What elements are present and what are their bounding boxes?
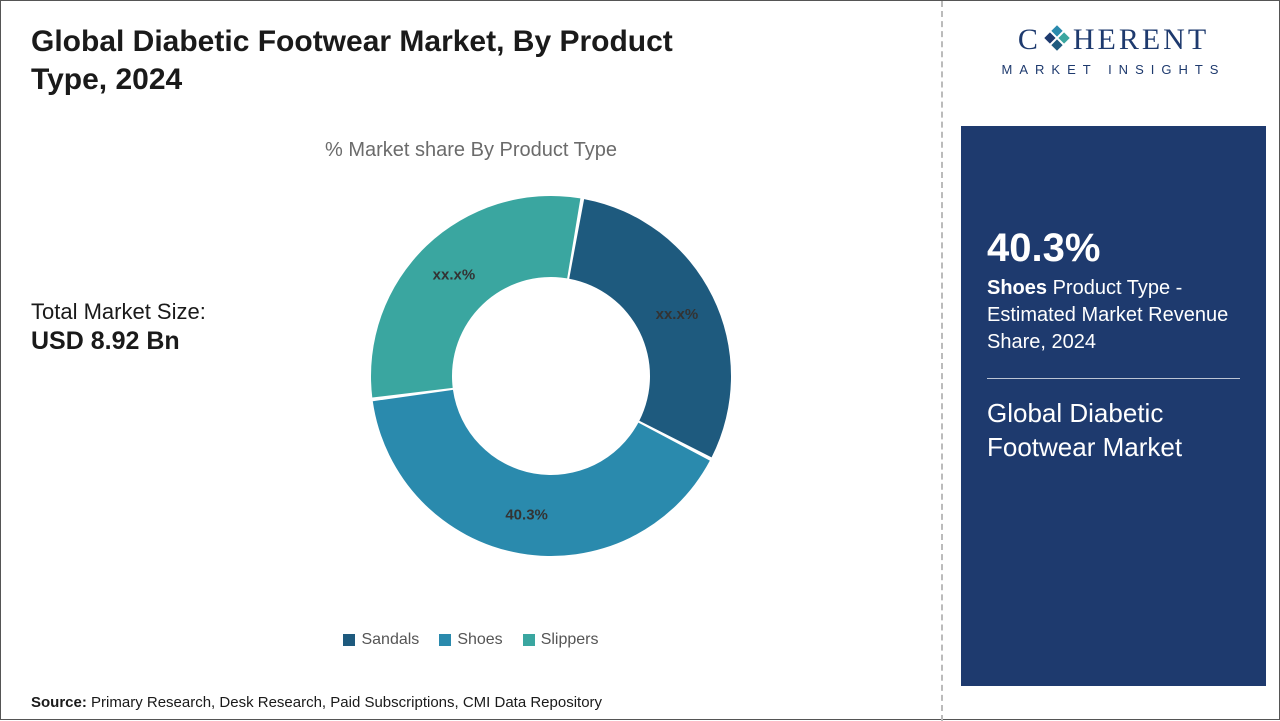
main-panel: Global Diabetic Footwear Market, By Prod… <box>1 1 941 721</box>
stat-bold: Shoes <box>987 277 1047 299</box>
stat-panel: 40.3% Shoes Product Type - Estimated Mar… <box>961 126 1266 686</box>
slice-label-slippers: xx.x% <box>433 267 476 284</box>
chart-title: Global Diabetic Footwear Market, By Prod… <box>31 23 731 98</box>
stat-description: Shoes Product Type - Estimated Market Re… <box>987 275 1240 356</box>
donut-slice-slippers <box>371 196 580 397</box>
legend-swatch <box>439 634 451 646</box>
source-text: Primary Research, Desk Research, Paid Su… <box>91 694 602 711</box>
legend-swatch <box>523 634 535 646</box>
logo-diamond-icon <box>1043 24 1071 60</box>
slice-label-sandals: xx.x% <box>656 306 699 323</box>
slice-label-shoes: 40.3% <box>505 506 548 523</box>
legend-swatch <box>343 634 355 646</box>
source-line: Source: Primary Research, Desk Research,… <box>31 694 602 711</box>
legend-label: Slippers <box>541 631 599 649</box>
legend-item-slippers: Slippers <box>523 631 599 649</box>
stat-title: Global Diabetic Footwear Market <box>987 397 1240 465</box>
donut-slice-sandals <box>569 199 731 457</box>
market-size-value: USD 8.92 Bn <box>31 327 180 356</box>
legend-item-sandals: Sandals <box>343 631 419 649</box>
brand-logo: C HERENT MARKET INSIGHTS <box>946 23 1280 77</box>
stat-divider <box>987 378 1240 379</box>
source-prefix: Source: <box>31 694 87 711</box>
logo-subtext: MARKET INSIGHTS <box>946 62 1280 77</box>
logo-letter-c: C <box>1018 23 1041 56</box>
legend-label: Sandals <box>361 631 419 649</box>
stat-percentage: 40.3% <box>987 226 1240 271</box>
right-panel: C HERENT MARKET INSIGHTS 40.3% Shoes Prod… <box>946 1 1280 721</box>
logo-rest: HERENT <box>1073 23 1209 56</box>
legend-item-shoes: Shoes <box>439 631 502 649</box>
legend-label: Shoes <box>457 631 502 649</box>
vertical-divider <box>941 1 943 721</box>
logo-wordmark: C HERENT <box>946 23 1280 60</box>
chart-legend: Sandals Shoes Slippers <box>1 631 941 651</box>
chart-subtitle: % Market share By Product Type <box>1 139 941 162</box>
donut-chart: xx.x% 40.3% xx.x% <box>351 176 751 576</box>
market-size-label: Total Market Size: <box>31 299 206 325</box>
